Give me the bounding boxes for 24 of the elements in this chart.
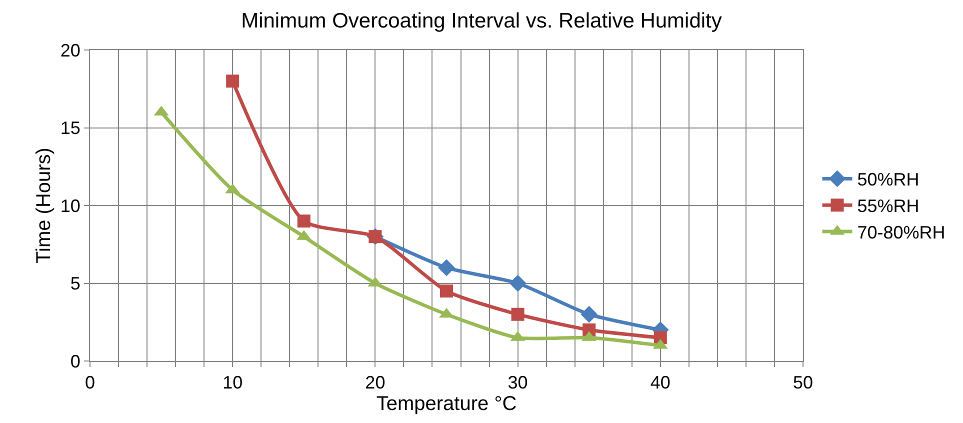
legend-label: 55%RH <box>857 196 920 216</box>
chart-title: Minimum Overcoating Interval vs. Relative Humidity <box>241 9 722 32</box>
x-tick-label: 40 <box>650 372 670 393</box>
x-tick-label: 50 <box>792 372 814 393</box>
y-tick-label: 5 <box>70 274 80 294</box>
point <box>440 284 453 298</box>
x-tick-label: 20 <box>365 372 386 393</box>
x-tick-label: 0 <box>84 372 96 393</box>
legend-label: 50%RH <box>857 170 920 190</box>
x-tick-label: 30 <box>508 372 528 393</box>
y-tick-label: 15 <box>60 118 80 138</box>
point <box>509 274 526 292</box>
y-axis-title: Time (Hours) <box>32 148 55 264</box>
point <box>438 259 455 276</box>
y-tick-label: 20 <box>60 40 80 60</box>
point <box>580 306 598 323</box>
x-tick-label: 10 <box>222 372 243 393</box>
point <box>511 308 524 321</box>
x-axis-title: Temperature °C <box>376 393 517 416</box>
point <box>226 74 240 88</box>
legend-label: 70-80%RH <box>857 222 946 243</box>
y-tick-label: 0 <box>70 351 80 372</box>
y-tick-label: 10 <box>60 196 80 216</box>
point <box>297 214 310 228</box>
